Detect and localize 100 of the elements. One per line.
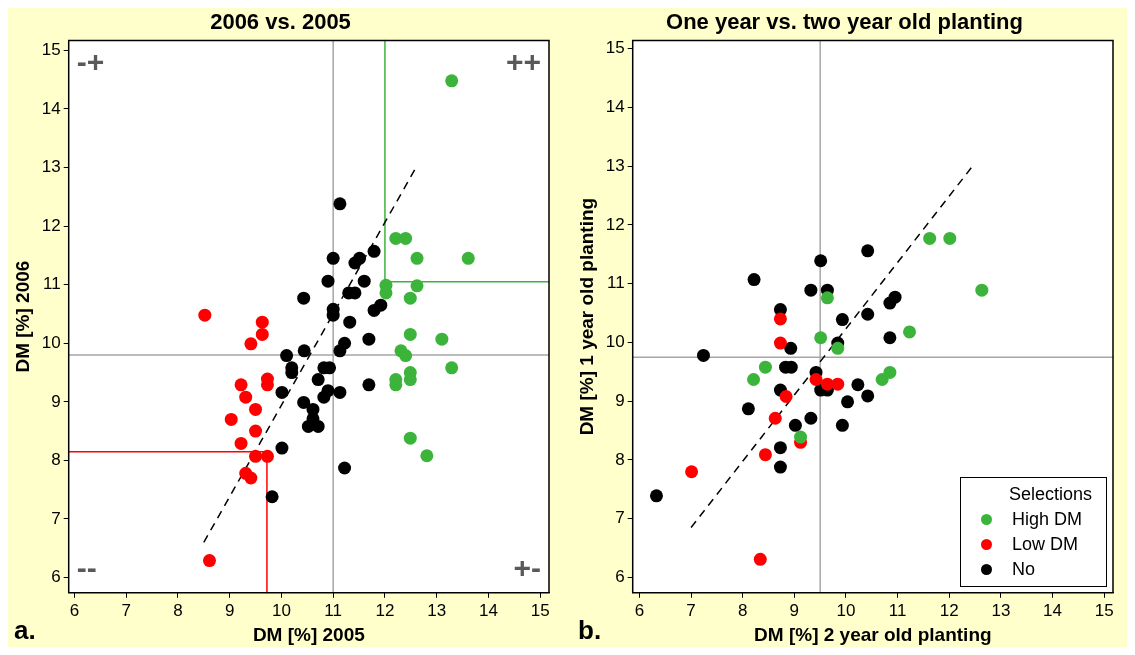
annotation: ++ [505,44,541,78]
point [224,412,238,426]
text: b. [578,615,602,646]
point [311,419,325,433]
point [445,74,459,88]
y-tick-label: 15 [605,38,625,58]
point [297,291,311,305]
y-tick-label: 6 [615,567,625,587]
x-tick-label: 15 [1094,600,1114,620]
point [239,390,253,404]
point [234,378,248,392]
point [773,460,787,474]
text: a. [14,615,36,646]
x-tick-label: 9 [789,600,800,620]
y-tick-label: 9 [51,391,61,411]
y-tick-label: 15 [41,40,61,60]
y-tick-label: 10 [41,332,61,352]
point [773,336,787,350]
y-axis-title: DM [%] 1 year old planting [575,197,597,436]
point [861,389,875,403]
x-tick-label: 10 [271,600,291,620]
point [280,349,294,363]
point [883,331,897,345]
point [265,490,279,504]
point [317,390,331,404]
point [255,327,269,341]
point [809,372,823,386]
point [297,395,311,409]
point [202,554,216,568]
point [249,424,263,438]
point [975,283,989,297]
x-tick-label: 9 [224,600,235,620]
point [753,552,767,566]
y-tick-label: 11 [43,274,61,294]
point [198,308,212,322]
y-axis-title: DM [%] 2006 [11,260,33,373]
point [234,436,248,450]
point [399,349,413,363]
point [861,307,875,321]
x-tick-label: 11 [888,600,907,620]
x-axis-title: DM [%] 2 year old planting [754,623,992,645]
x-tick-label: 6 [634,600,645,620]
point [244,471,258,485]
point [758,360,772,374]
point [374,298,388,312]
point [883,365,897,379]
point [435,332,449,346]
legend-title: Selections [1007,483,1092,505]
y-tick-label: 7 [615,508,625,528]
point [311,373,325,387]
point [410,279,424,293]
x-tick-label: 12 [375,600,395,620]
point [773,312,787,326]
point [820,291,834,305]
point [841,395,855,409]
x-tick-label: 13 [991,600,1011,620]
point [410,251,424,265]
x-tick-label: 8 [737,600,748,620]
point [649,489,663,503]
y-tick-label: 12 [605,214,625,234]
y-tick-label: 11 [607,273,625,293]
point [321,274,335,288]
point [249,402,263,416]
point [814,254,828,268]
annotation: -- [76,551,97,585]
point [685,465,699,479]
point [814,331,828,345]
x-tick-label: 13 [427,600,447,620]
point [403,431,417,445]
y-tick-label: 13 [41,157,61,177]
point [741,402,755,416]
point [362,332,376,346]
point [420,449,434,463]
chart-title: One year vs. two year old planting [666,9,1023,35]
point [333,385,347,399]
x-tick-label: 11 [324,600,343,620]
point [338,461,352,475]
point [357,274,371,288]
point [747,372,761,386]
point [249,449,263,463]
x-tick-label: 14 [478,600,498,620]
point [943,231,957,245]
x-tick-label: 10 [836,600,856,620]
y-tick-label: 7 [51,508,61,528]
y-tick-label: 6 [51,567,61,587]
y-tick-label: 10 [605,332,625,352]
x-tick-label: 7 [686,600,696,620]
x-tick-label: 7 [121,600,131,620]
point [903,325,917,339]
point [255,315,269,329]
y-tick-label: 13 [605,155,625,175]
point [244,337,258,351]
y-tick-label: 8 [51,450,61,470]
point [747,273,761,287]
x-tick-label: 8 [173,600,183,620]
x-tick-label: 14 [1043,600,1063,620]
point [758,448,772,462]
point [367,244,381,258]
point [804,283,818,297]
legend-label: No [1011,558,1035,580]
